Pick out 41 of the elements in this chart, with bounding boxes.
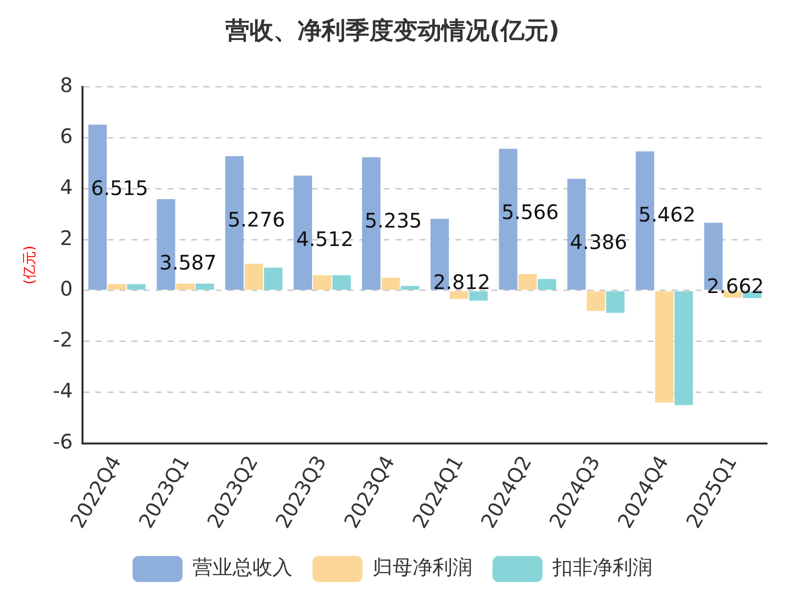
data-label: 3.587 [159,250,217,274]
bar [332,275,351,290]
y-tick-label: 6 [60,124,73,148]
data-label: 2.812 [433,270,490,294]
bar [450,291,468,299]
bar [196,284,214,290]
data-label: 5.462 [638,202,696,227]
bar [108,284,126,290]
legend-label: 归母净利润 [372,555,472,580]
data-label: 6.515 [90,176,148,200]
data-label: 4.512 [296,226,354,251]
bar [586,291,606,311]
bar [538,279,556,290]
legend-label: 营业总收入 [192,555,292,580]
bar [127,284,146,290]
data-label: 5.235 [364,208,422,232]
bar [313,275,332,290]
data-label: 5.276 [228,207,286,232]
legend-label: 扣非净利润 [552,555,652,580]
bar [655,291,674,403]
y-axis-title: (亿元) [22,246,38,285]
bar [518,274,537,290]
data-label: 4.386 [570,230,628,254]
bar [244,264,264,290]
y-tick-label: -4 [52,378,73,403]
bar [674,291,693,406]
bar [469,291,488,301]
bar [606,291,625,313]
y-tick-label: 4 [60,174,73,199]
bar [381,278,400,290]
data-label: 2.662 [706,274,764,298]
y-tick-label: 0 [60,276,73,301]
data-label: 5.566 [501,200,559,224]
chart-title: 营收、净利季度变动情况(亿元) [224,16,560,45]
bar [264,268,282,290]
bar [176,284,195,290]
bar [400,286,420,290]
y-tick-label: 2 [60,226,73,250]
y-tick-label: -2 [52,328,73,352]
y-tick-label: 8 [60,73,73,98]
y-tick-label: -6 [52,429,73,454]
